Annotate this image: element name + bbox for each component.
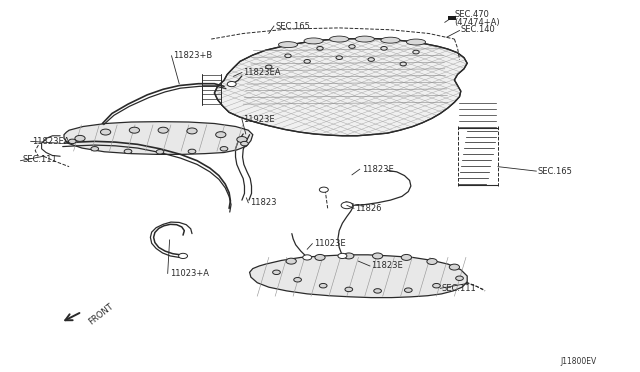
- Text: FRONT: FRONT: [86, 302, 115, 327]
- Circle shape: [404, 288, 412, 292]
- Circle shape: [319, 283, 327, 288]
- Text: 11823E: 11823E: [371, 262, 403, 270]
- Circle shape: [188, 149, 196, 154]
- Circle shape: [336, 56, 342, 60]
- Circle shape: [372, 253, 383, 259]
- Text: SEC.470: SEC.470: [454, 10, 489, 19]
- Circle shape: [319, 187, 328, 192]
- Ellipse shape: [330, 36, 349, 42]
- Text: SEC.165: SEC.165: [538, 167, 572, 176]
- Ellipse shape: [381, 37, 400, 43]
- Circle shape: [427, 259, 437, 264]
- Circle shape: [400, 62, 406, 66]
- Circle shape: [345, 287, 353, 292]
- Circle shape: [374, 289, 381, 293]
- Circle shape: [286, 258, 296, 264]
- Circle shape: [315, 254, 325, 260]
- Circle shape: [75, 135, 85, 141]
- Text: 11023E: 11023E: [314, 239, 345, 248]
- Ellipse shape: [304, 38, 323, 44]
- Circle shape: [449, 264, 460, 270]
- Text: 11823: 11823: [250, 198, 276, 207]
- Text: SEC.111: SEC.111: [22, 155, 57, 164]
- Text: 11023+A: 11023+A: [170, 269, 209, 278]
- Circle shape: [304, 60, 310, 63]
- Circle shape: [341, 202, 353, 209]
- Circle shape: [220, 147, 228, 151]
- Circle shape: [216, 132, 226, 138]
- Circle shape: [179, 253, 188, 259]
- Circle shape: [317, 46, 323, 50]
- Circle shape: [129, 127, 140, 133]
- Circle shape: [68, 139, 76, 144]
- Circle shape: [338, 253, 347, 259]
- Text: 11823+B: 11823+B: [173, 51, 212, 60]
- Circle shape: [241, 141, 248, 146]
- Text: SEC.111: SEC.111: [442, 284, 476, 293]
- Circle shape: [294, 278, 301, 282]
- Circle shape: [381, 46, 387, 50]
- Polygon shape: [64, 122, 253, 154]
- Circle shape: [433, 283, 440, 288]
- Ellipse shape: [355, 36, 374, 42]
- Circle shape: [124, 149, 132, 154]
- Polygon shape: [250, 255, 467, 298]
- Circle shape: [158, 127, 168, 133]
- Circle shape: [368, 58, 374, 61]
- Text: 11823EA: 11823EA: [32, 137, 70, 146]
- Text: 11823EA: 11823EA: [243, 68, 281, 77]
- Circle shape: [91, 147, 99, 151]
- Ellipse shape: [406, 39, 426, 45]
- Circle shape: [413, 50, 419, 54]
- Circle shape: [266, 65, 272, 69]
- Text: (47474+A): (47474+A): [454, 18, 500, 27]
- Circle shape: [401, 254, 412, 260]
- Text: 11923E: 11923E: [243, 115, 275, 124]
- Text: J11800EV: J11800EV: [560, 357, 596, 366]
- Circle shape: [187, 128, 197, 134]
- Circle shape: [285, 54, 291, 58]
- Text: SEC.140: SEC.140: [461, 25, 495, 34]
- Circle shape: [349, 45, 355, 48]
- Circle shape: [456, 276, 463, 280]
- Polygon shape: [214, 38, 467, 136]
- Text: 11826: 11826: [355, 204, 381, 213]
- Ellipse shape: [278, 42, 298, 48]
- Bar: [448, 16, 456, 20]
- Circle shape: [344, 253, 354, 259]
- Circle shape: [100, 129, 111, 135]
- Circle shape: [156, 150, 164, 154]
- Circle shape: [273, 270, 280, 275]
- Circle shape: [303, 255, 312, 260]
- Text: 11823E: 11823E: [362, 165, 394, 174]
- Circle shape: [227, 81, 236, 87]
- Circle shape: [237, 137, 247, 142]
- Text: SEC.165: SEC.165: [275, 22, 310, 31]
